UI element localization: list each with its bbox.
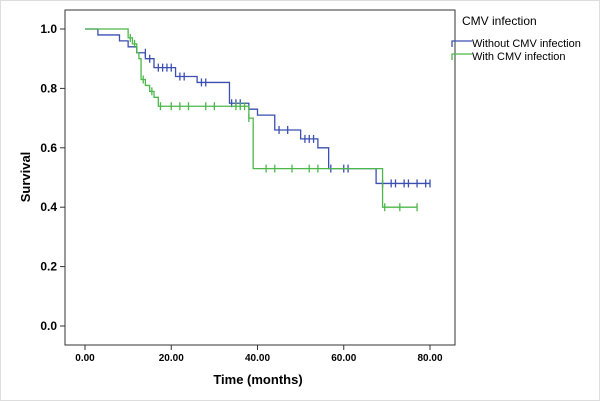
x-tick-label: 40.00 [245, 353, 270, 364]
survival-curve-with-cmv [85, 28, 418, 208]
x-tick-label: 20.00 [159, 353, 184, 364]
legend-entry: With CMV infection [472, 51, 566, 63]
y-tick-label: 1.0 [40, 22, 57, 36]
legend-swatch [451, 53, 472, 60]
x-axis-label: Time (months) [213, 372, 302, 387]
plot-frame [64, 9, 456, 346]
y-tick-label: 0.0 [40, 319, 57, 333]
y-tick-label: 0.8 [40, 81, 57, 95]
x-tick-label: 0.00 [75, 353, 95, 364]
legend-title: CMV infection [462, 14, 537, 28]
survival-curve-without-cmv [85, 28, 430, 185]
y-axis-label: Survival [18, 152, 33, 203]
y-tick-label: 0.4 [40, 200, 57, 214]
x-tick-label: 60.00 [331, 353, 356, 364]
legend-swatch [451, 40, 472, 47]
x-tick-label: 80.00 [417, 353, 442, 364]
y-tick-label: 0.2 [40, 260, 57, 274]
legend-entry: Without CMV infection [472, 38, 581, 50]
y-tick-label: 0.6 [40, 141, 57, 155]
